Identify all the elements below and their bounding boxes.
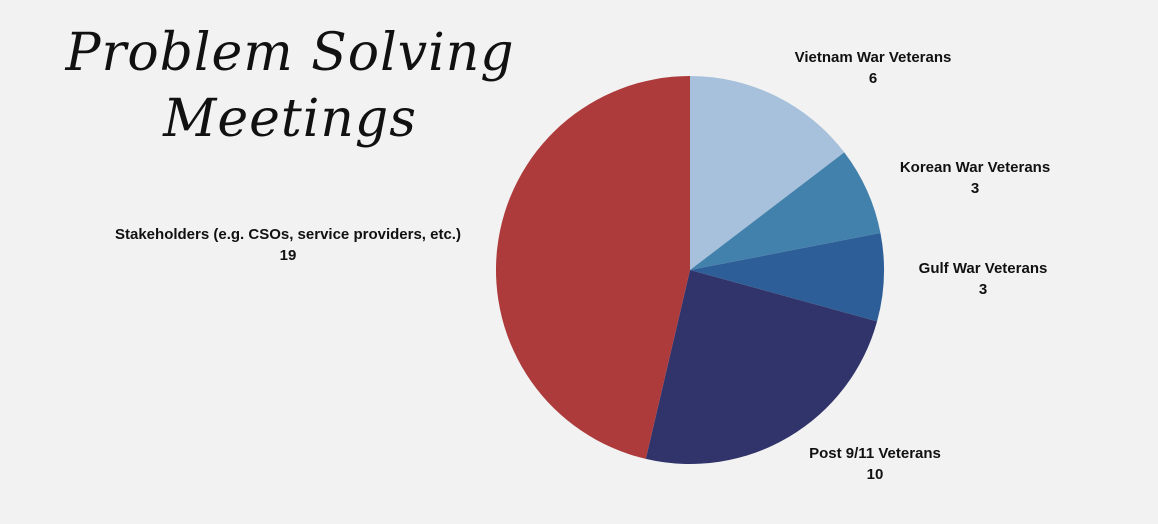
slice-category-label: Korean War Veterans: [900, 159, 1050, 176]
slice-labels: Vietnam War Veterans 6 Korean War Veterans…: [115, 49, 1050, 483]
slice-value-label: 6: [869, 70, 877, 87]
slice-category-label: Post 9/11 Veterans: [809, 445, 941, 462]
pie-slice: [495, 75, 690, 459]
slice-category-label: Stakeholders (e.g. CSOs, service provide…: [115, 226, 461, 243]
chart-title-line-2: Meetings: [162, 89, 417, 149]
slice-value-label: 3: [971, 180, 979, 197]
pie-slice: [645, 270, 878, 465]
pie-slices: [495, 75, 885, 465]
slice-category-label: Vietnam War Veterans: [795, 49, 952, 66]
pie-slice: [690, 152, 881, 270]
chart-title-line-1: Problem Solving: [64, 23, 514, 83]
slice-value-label: 10: [867, 466, 884, 483]
slice-category-label: Gulf War Veterans: [919, 260, 1048, 277]
pie-slice: [690, 76, 845, 270]
slice-value-label: 3: [979, 281, 987, 298]
chart-title: Problem Solving Meetings: [64, 23, 514, 149]
slice-value-label: 19: [280, 247, 297, 264]
pie-slice: [690, 233, 885, 322]
